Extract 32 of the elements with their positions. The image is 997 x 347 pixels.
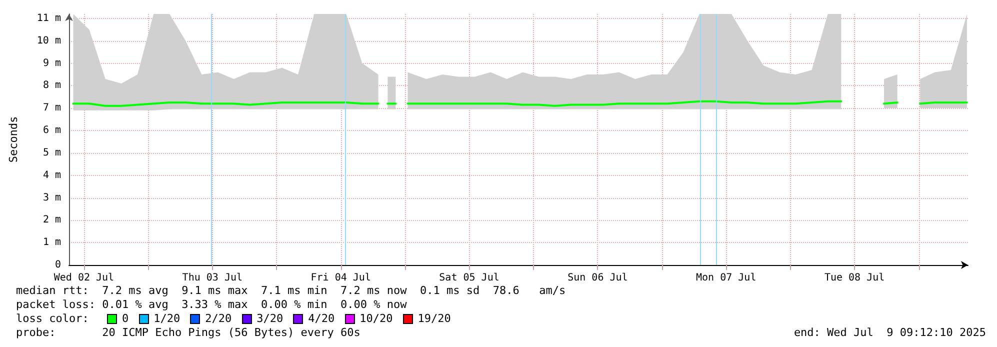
x-tick-label: Thu 03 Jul xyxy=(182,272,243,284)
text: end: Wed Jul 9 09:12:10 2025 xyxy=(794,326,986,340)
text: median rtt: 7.2 ms avg 9.1 ms max 7.1 ms min 7.2 ms now 0.1 ms sd 78.6 am/s xyxy=(16,284,567,298)
text: 1/20 xyxy=(154,312,180,326)
y-tick-label: 6 m xyxy=(42,125,61,136)
y-tick-label: 5 m xyxy=(42,147,61,158)
text: packet loss: 0.01 % avg 3.33 % max 0.00 % min 0.00 % now xyxy=(16,298,408,312)
text: probe: 20 ICMP Echo Pings (56 Bytes) every 60s xyxy=(16,326,360,340)
y-tick-label: 9 m xyxy=(42,58,61,69)
y-tick-label: 7 m xyxy=(42,102,61,114)
y-tick-label: 10 m xyxy=(36,35,61,46)
y-tick-label: 8 m xyxy=(42,80,61,92)
x-tick-label: Fri 04 Jul xyxy=(310,272,371,284)
y-tick-label: 4 m xyxy=(42,170,61,181)
y-axis-title: Seconds xyxy=(7,116,20,163)
text: 4/20 xyxy=(308,312,335,326)
x-tick-label: Wed 02 Jul xyxy=(54,272,114,284)
y-tick-label: 11 m xyxy=(36,12,61,24)
text: 0 xyxy=(122,312,129,326)
x-tick-label: Sun 06 Jul xyxy=(568,272,628,284)
x-tick-label: Tue 08 Jul xyxy=(824,272,885,284)
text: 10/20 xyxy=(360,312,393,326)
y-tick-label: 1 m xyxy=(42,237,61,248)
y-tick-label: 2 m xyxy=(42,214,61,226)
y-tick-label: 0 xyxy=(54,260,61,270)
x-tick-label: Sat 05 Jul xyxy=(439,272,500,284)
text: 19/20 xyxy=(418,312,451,326)
y-tick-label: 3 m xyxy=(42,192,61,204)
text: 3/20 xyxy=(256,312,284,326)
x-tick-label: Mon 07 Jul xyxy=(696,272,756,284)
text: 2/20 xyxy=(205,312,232,326)
text: loss color: xyxy=(16,312,90,326)
